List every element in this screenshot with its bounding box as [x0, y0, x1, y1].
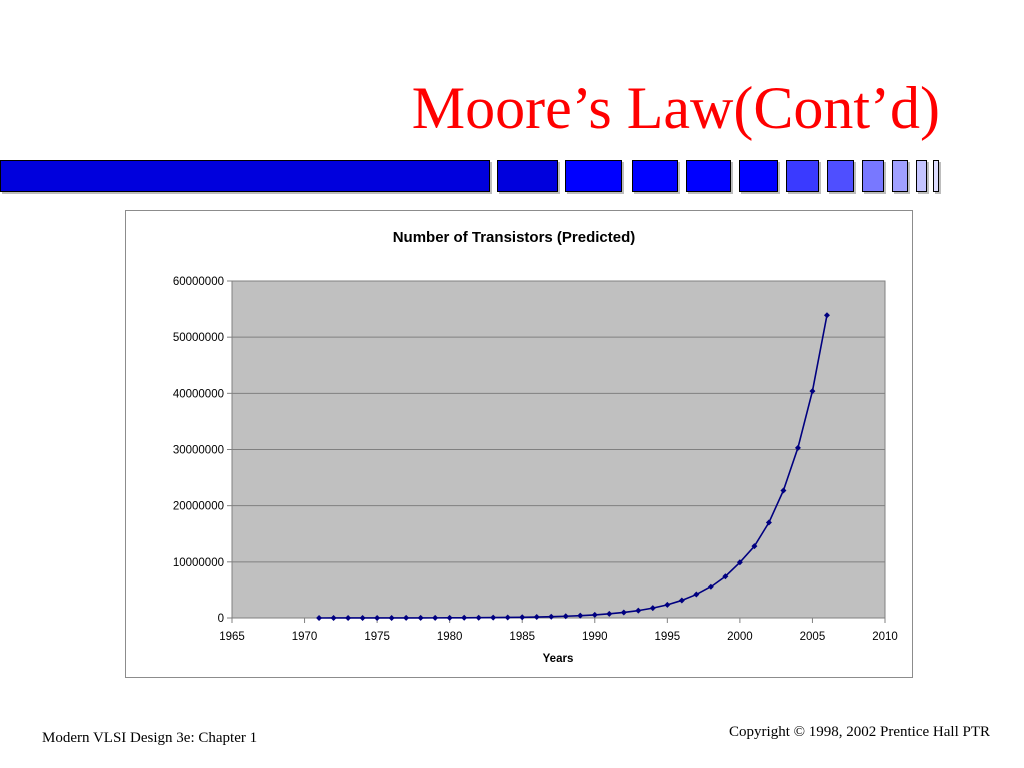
data-point-marker [388, 614, 395, 621]
footer-chapter: Modern VLSI Design 3e: Chapter 1 [42, 730, 258, 746]
data-point-marker [809, 388, 816, 395]
data-point-marker [345, 614, 352, 621]
data-point-marker [736, 559, 743, 566]
deco-block [892, 160, 908, 192]
series-layer [316, 312, 830, 621]
data-point-marker [374, 614, 381, 621]
data-point-marker [649, 605, 656, 612]
data-point-marker [417, 614, 424, 621]
y-tick-label: 40000000 [173, 388, 224, 400]
data-point-marker [620, 609, 627, 616]
x-tick-label: 2000 [727, 631, 753, 643]
data-point-marker [490, 614, 497, 621]
data-point-marker [330, 614, 337, 621]
data-point-marker [359, 614, 366, 621]
deco-block [565, 160, 622, 192]
data-point-marker [562, 613, 569, 620]
data-point-marker [591, 611, 598, 618]
x-axis-label: Years [543, 653, 574, 665]
data-point-marker [606, 610, 613, 617]
data-point-marker [548, 613, 555, 620]
deco-block [827, 160, 854, 192]
y-tick-label: 20000000 [173, 501, 224, 513]
y-tick-label: 10000000 [173, 557, 224, 569]
x-tick-label: 1975 [364, 631, 390, 643]
deco-block [686, 160, 731, 192]
footer-copyright: Copyright © 1998, 2002 Prentice Hall PTR [729, 724, 990, 740]
data-point-marker [316, 614, 323, 621]
x-tick-label: 1965 [219, 631, 245, 643]
chart-title: Number of Transistors (Predicted) [393, 229, 636, 246]
data-point-marker [432, 614, 439, 621]
x-tick-label: 1980 [437, 631, 463, 643]
data-point-marker [533, 614, 540, 621]
x-tick-label: 2010 [872, 631, 898, 643]
deco-block [0, 160, 490, 192]
y-tick-label: 60000000 [173, 276, 224, 288]
data-point-marker [693, 591, 700, 598]
data-point-marker [722, 573, 729, 580]
y-tick-label: 50000000 [173, 332, 224, 344]
deco-block [933, 160, 939, 192]
deco-block [497, 160, 558, 192]
data-point-marker [780, 487, 787, 494]
deco-block [862, 160, 884, 192]
deco-block [916, 160, 927, 192]
decorative-header-bar [0, 160, 1024, 196]
data-point-marker [635, 607, 642, 614]
data-point-marker [403, 614, 410, 621]
data-point-marker [461, 614, 468, 621]
x-tick-label: 1995 [655, 631, 681, 643]
transistor-chart: Number of Transistors (Predicted) 0 10000… [125, 210, 913, 678]
data-point-marker [707, 583, 714, 590]
data-point-marker [678, 597, 685, 604]
deco-block [786, 160, 819, 192]
axes: 0 10000000 20000000 30000000 40000000 5000000… [173, 276, 898, 643]
y-tick-label: 30000000 [173, 445, 224, 457]
data-point-marker [504, 614, 511, 621]
deco-block [739, 160, 778, 192]
data-point-marker [446, 614, 453, 621]
data-point-marker [519, 614, 526, 621]
x-tick-label: 1970 [292, 631, 318, 643]
data-point-marker [475, 614, 482, 621]
chart-canvas: Number of Transistors (Predicted) 0 10000… [173, 229, 898, 665]
data-point-marker [751, 543, 758, 550]
data-point-marker [823, 312, 830, 319]
data-point-marker [765, 519, 772, 526]
x-tick-label: 2005 [800, 631, 826, 643]
data-point-marker [794, 444, 801, 451]
x-tick-label: 1990 [582, 631, 608, 643]
slide-title: Moore’s Law(Cont’d) [411, 75, 940, 141]
deco-block [632, 160, 678, 192]
data-point-marker [664, 601, 671, 608]
x-tick-label: 1985 [509, 631, 535, 643]
y-tick-label: 0 [218, 613, 224, 625]
data-point-marker [577, 612, 584, 619]
